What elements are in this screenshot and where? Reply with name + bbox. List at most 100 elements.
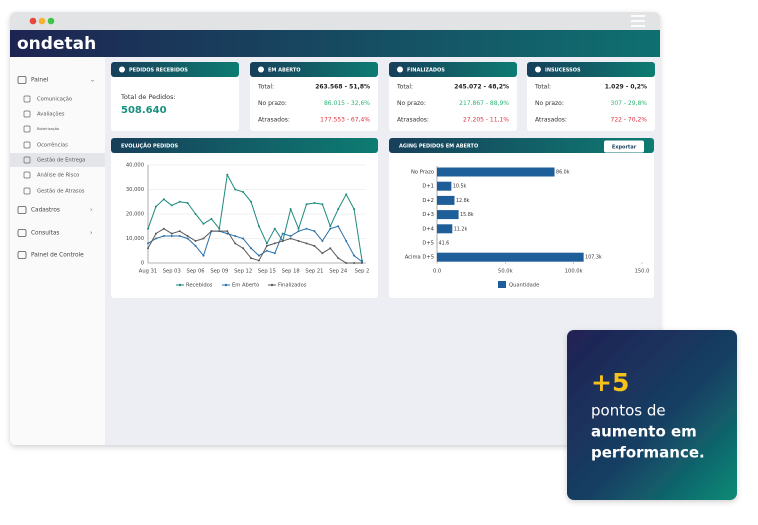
value-label: 41.6 [439,241,450,247]
data-point [155,233,157,235]
data-point [298,240,300,242]
data-point [163,198,165,200]
value-label: 12.8k [456,198,470,204]
chart-title: EVOLUÇÃO PEDIDOS [121,143,179,150]
data-point [171,204,173,206]
data-point [171,233,173,235]
data-point [234,235,236,237]
data-point [147,247,149,249]
y-tick-label: D+5 [422,241,434,247]
row-value: 86.015 - 32,6% [324,100,370,107]
data-point [218,228,220,230]
legend-label[interactable]: Finalizados [278,283,307,289]
y-tick-label: 40,000 [126,163,144,169]
data-point [171,235,173,237]
data-point [337,225,339,227]
submenu-item[interactable]: Gestão de Entrega [37,158,85,164]
data-point [345,193,347,195]
data-point [179,201,181,203]
submenu-item[interactable]: Análise de Risco [37,172,79,179]
legend-label[interactable]: Em Aberto [232,283,259,289]
data-point [306,242,308,244]
data-point [202,255,204,257]
y-tick-label: D+1 [422,184,434,190]
export-label[interactable]: Exportar [612,145,637,151]
submenu-item[interactable]: Comunicação [37,97,72,103]
bar [437,210,459,219]
card-icon [119,67,125,73]
x-tick-label: 0.0 [433,269,441,275]
card-title: INSUCESSOS [545,68,581,74]
menu-item[interactable]: Painel de Controle [31,253,84,259]
row-label: No prazo: [258,100,287,107]
y-tick-label: No Prazo [411,170,434,176]
bar [437,253,584,262]
card-title: EM ABERTO [268,68,301,74]
maximize-dot[interactable] [48,18,55,25]
row-value: 27.205 - 11,1% [463,117,509,124]
data-point [179,235,181,237]
data-point [250,257,252,259]
close-dot[interactable] [30,18,37,25]
data-point [179,230,181,232]
row-value: 245.072 - 48,2% [454,84,509,91]
data-point [195,213,197,215]
data-point [218,230,220,232]
y-tick-label: 0 [141,261,144,267]
value-label: 11.2k [454,226,468,232]
data-point [298,228,300,230]
submenu-item[interactable]: Gestão de Atrasos [37,189,85,195]
x-tick-label: Aug 31 [139,269,157,275]
data-point [258,225,260,227]
y-tick-label: 30,000 [126,187,144,193]
data-point [250,247,252,249]
data-point [266,245,268,247]
data-point [242,247,244,249]
legend-label[interactable]: Recebidos [186,283,213,289]
card-title: FINALIZADOS [407,68,445,74]
menu-item[interactable]: Painel [31,78,49,84]
submenu-item[interactable]: Ocorrências [37,142,68,149]
data-point [226,174,228,176]
card-icon [397,67,403,73]
data-point [313,202,315,204]
title-bar [10,12,660,30]
minimize-dot[interactable] [39,18,46,25]
x-tick-label: Sep 2 [355,269,370,275]
row-label: Atrasados: [258,117,290,124]
data-point [337,208,339,210]
data-point [242,238,244,240]
row-value: 307 - 29,8% [611,100,648,107]
data-point [187,235,189,237]
data-point [274,228,276,230]
legend-label[interactable]: Quantidade [509,283,539,289]
y-tick-label: 10,000 [126,236,144,242]
data-point [258,260,260,262]
data-point [298,230,300,232]
menu-item[interactable]: Consultas [31,231,59,237]
legend-dot [225,284,227,286]
row-label: Total: [257,84,274,91]
data-point [290,235,292,237]
data-point [163,228,165,230]
data-point [266,250,268,252]
data-point [155,206,157,208]
bar [437,196,454,205]
x-tick-label: Sep 06 [187,269,205,275]
data-point [329,225,331,227]
data-point [163,235,165,237]
data-point [282,233,284,235]
menu-item[interactable]: Cadastros [31,208,60,214]
y-tick-label: Acima D+5 [405,255,434,261]
data-point [147,228,149,230]
submenu-item[interactable]: Avaliações [37,112,65,118]
data-point [306,228,308,230]
y-tick-label: D+3 [422,212,434,218]
promo-line: performance. [591,444,705,462]
x-tick-label: Sep 24 [329,269,348,275]
x-tick-label: Sep 18 [282,269,300,275]
data-point [187,238,189,240]
logo[interactable]: ondetah [17,34,96,54]
submenu-item[interactable]: Roteirização [37,127,59,131]
legend-dot [179,284,181,286]
